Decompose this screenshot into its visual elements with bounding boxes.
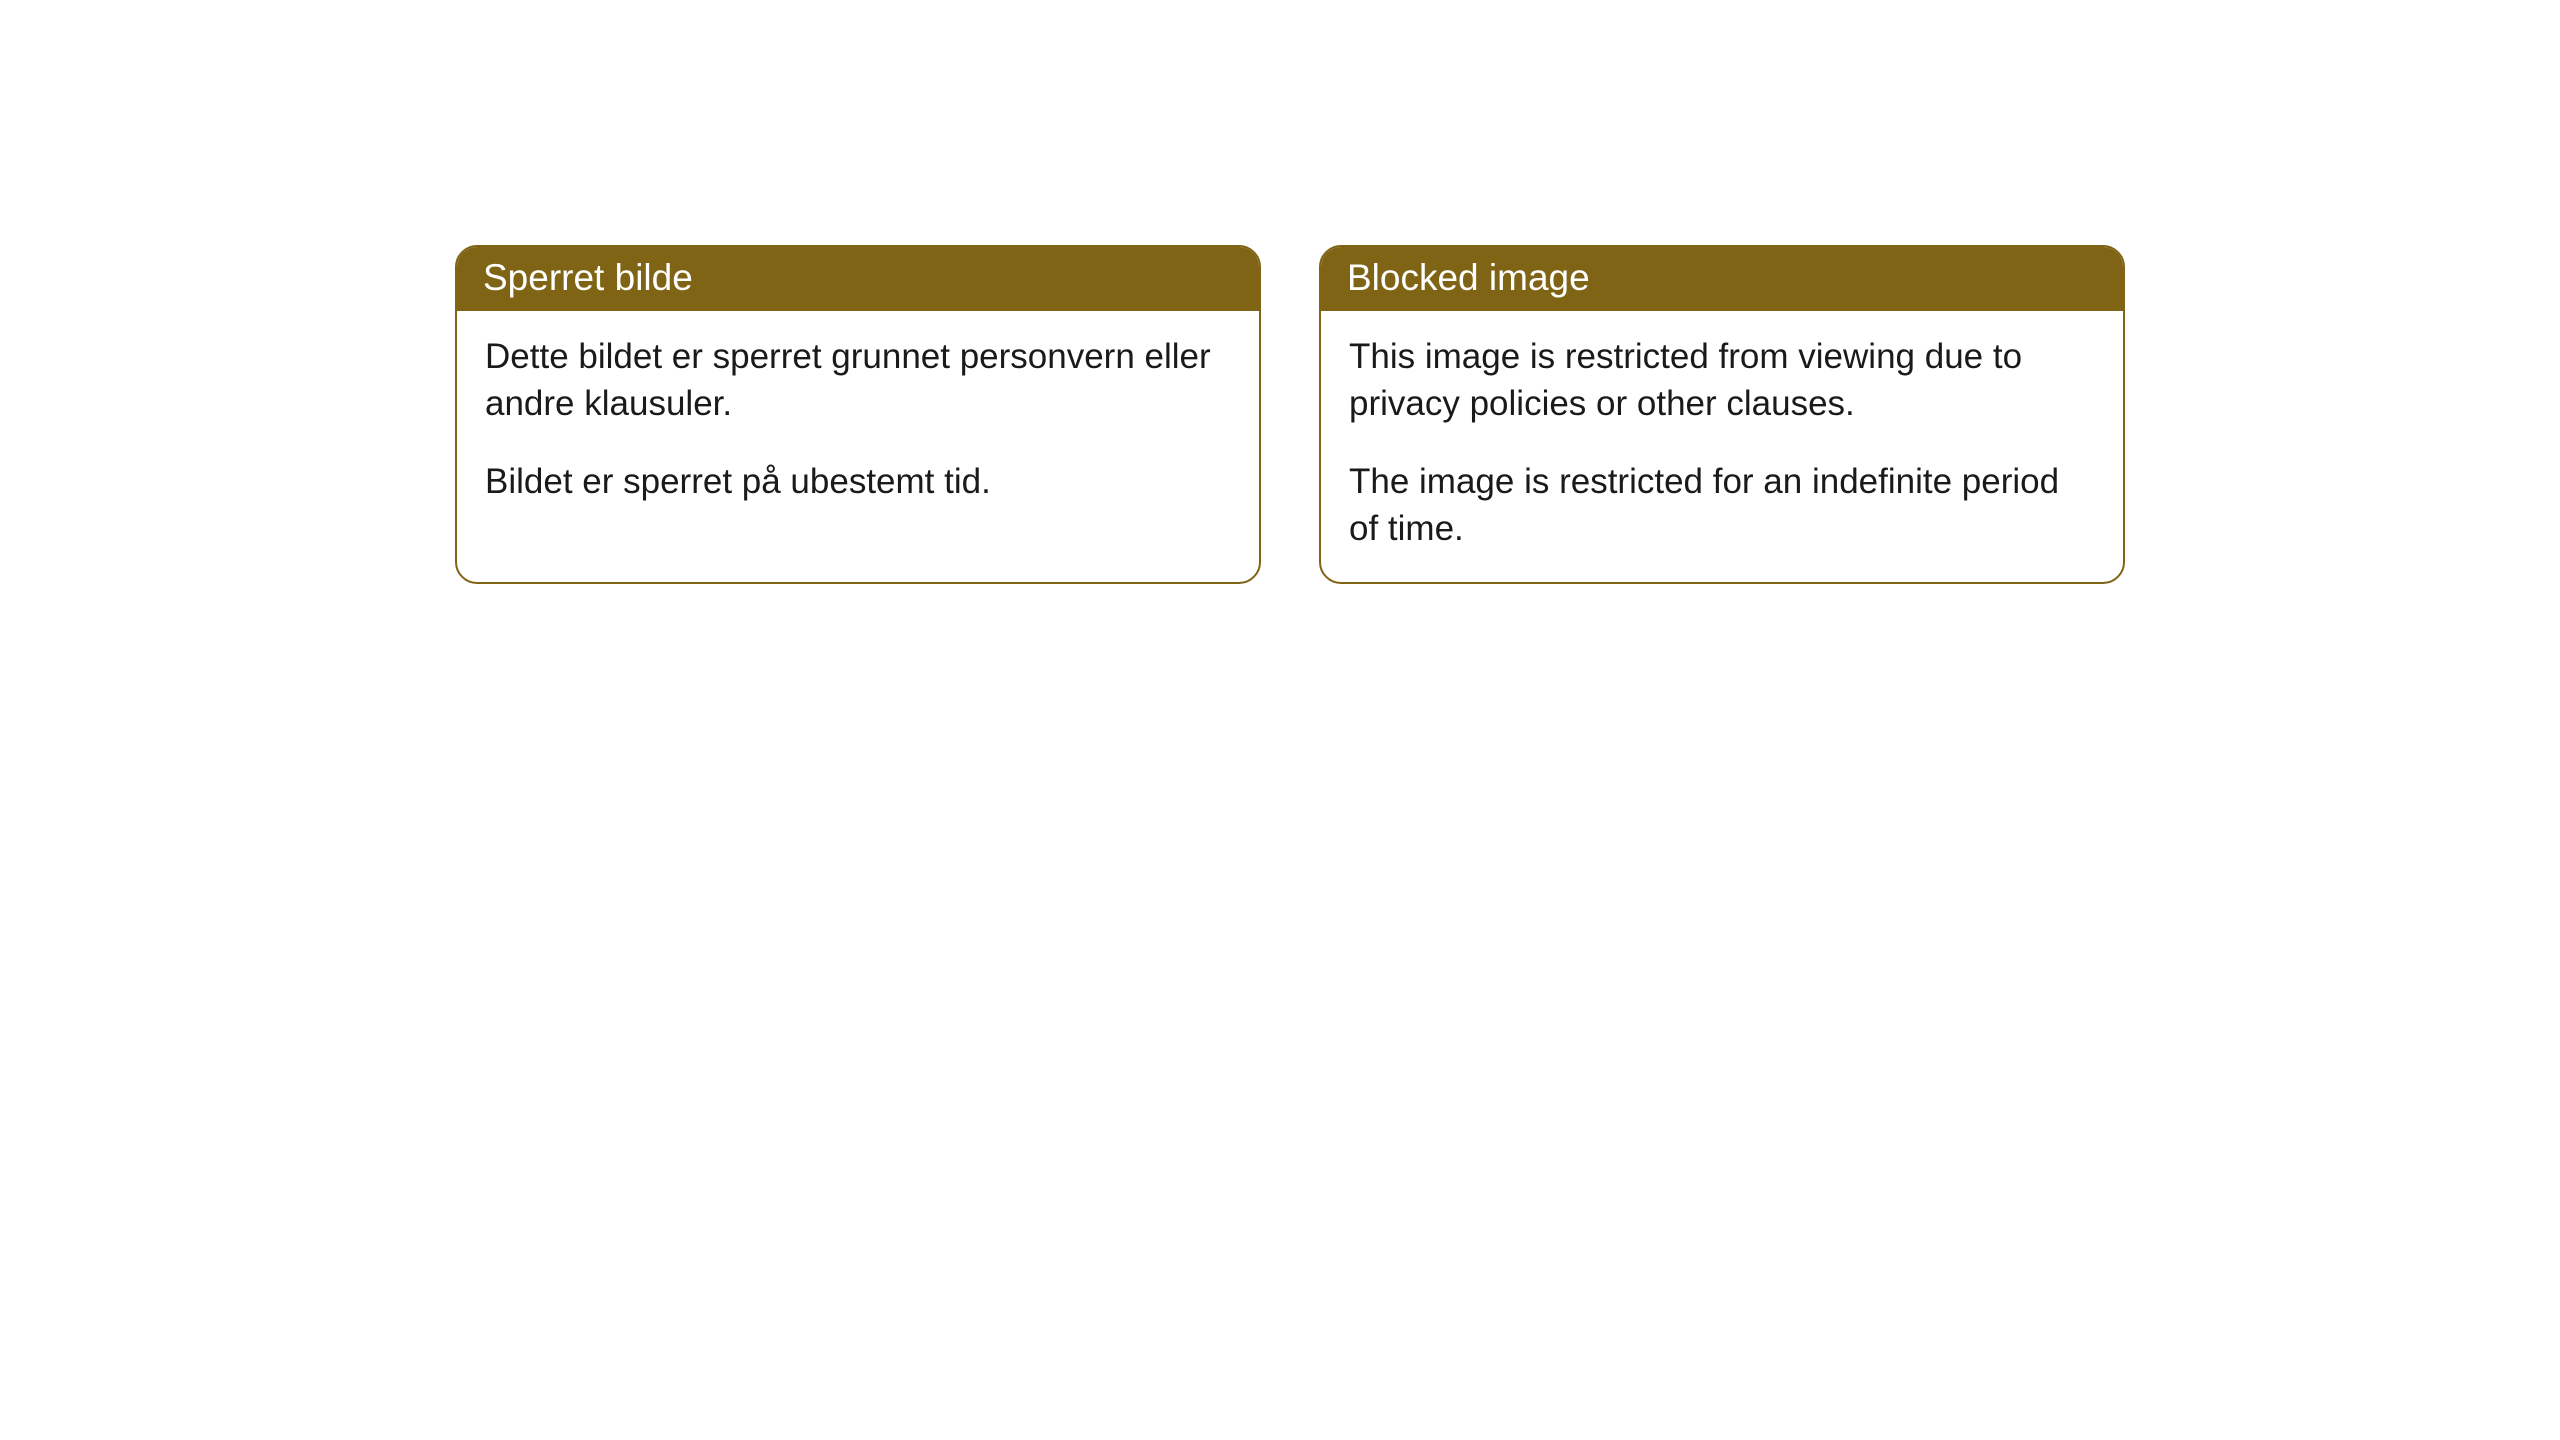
card-header-english: Blocked image	[1321, 247, 2123, 311]
card-paragraph-1: Dette bildet er sperret grunnet personve…	[485, 333, 1231, 428]
card-paragraph-1: This image is restricted from viewing du…	[1349, 333, 2095, 428]
blocked-image-card-english: Blocked image This image is restricted f…	[1319, 245, 2125, 584]
blocked-image-card-norwegian: Sperret bilde Dette bildet er sperret gr…	[455, 245, 1261, 584]
card-paragraph-2: Bildet er sperret på ubestemt tid.	[485, 458, 1231, 505]
card-header-norwegian: Sperret bilde	[457, 247, 1259, 311]
cards-container: Sperret bilde Dette bildet er sperret gr…	[0, 0, 2560, 584]
card-paragraph-2: The image is restricted for an indefinit…	[1349, 458, 2095, 553]
card-body-english: This image is restricted from viewing du…	[1321, 311, 2123, 582]
card-title: Blocked image	[1347, 257, 1590, 298]
card-title: Sperret bilde	[483, 257, 693, 298]
card-body-norwegian: Dette bildet er sperret grunnet personve…	[457, 311, 1259, 535]
